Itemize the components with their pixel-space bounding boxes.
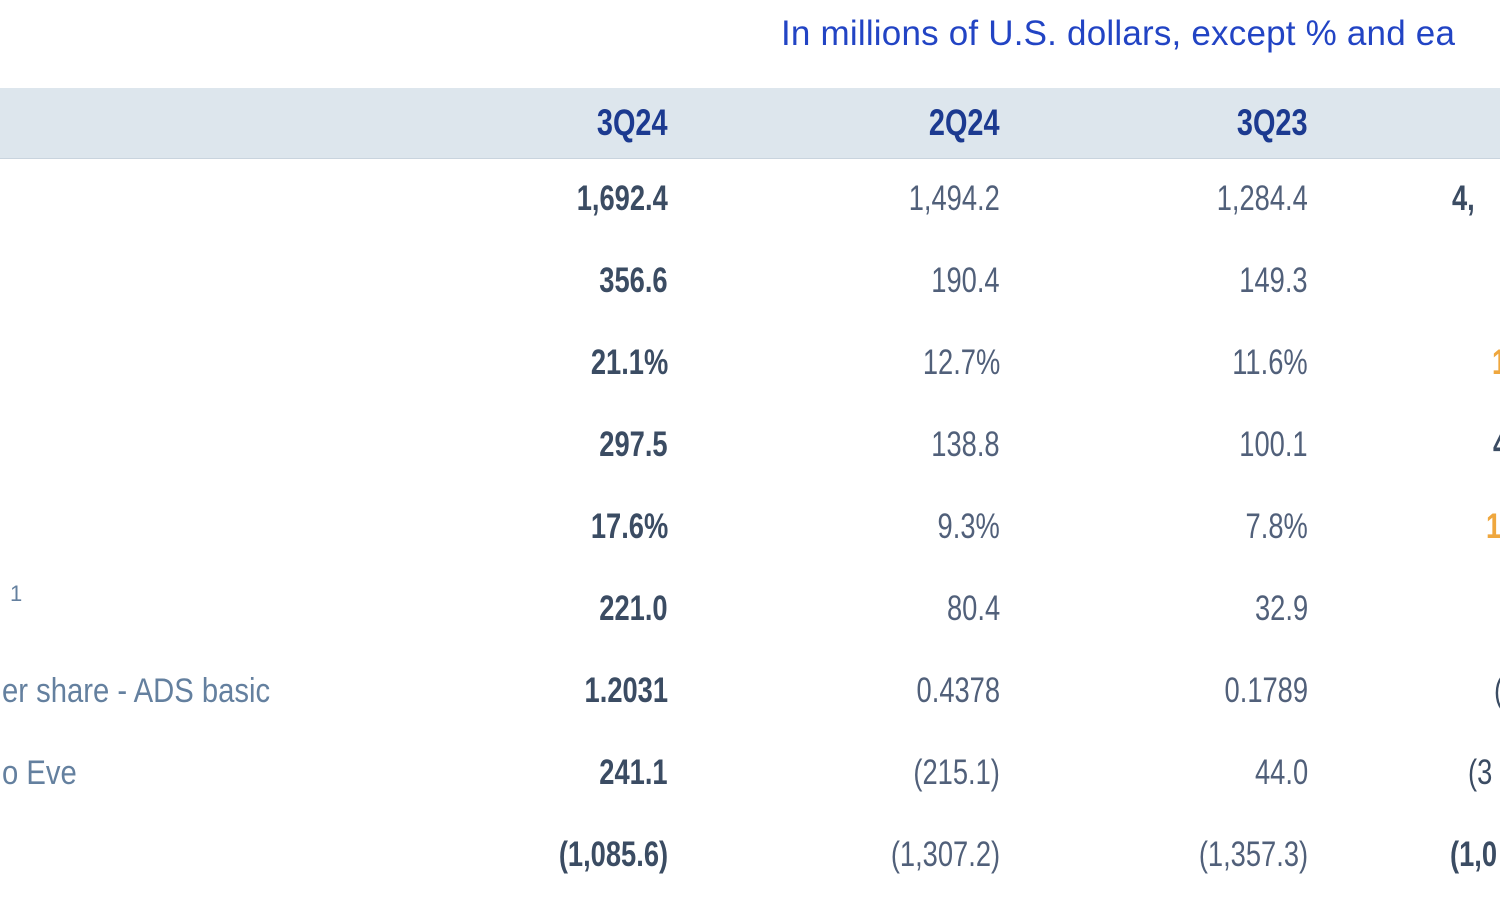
value-text: (1,357.3) [1198,835,1308,874]
value-text: 7.8% [1245,507,1308,546]
value-text: (1,085.6) [558,835,668,874]
value-text: 80.4 [946,589,1000,628]
clipped-fourth-column-value: 1 [1492,322,1500,404]
value-cell: 356.6 [328,240,668,322]
value-cell: 1,494.2 [660,158,1000,240]
clipped-fourth-column-value: 4, [1452,158,1481,240]
value-text: 1,284.4 [1216,179,1308,218]
value-text: 297.5 [599,425,668,464]
table-row: (1,085.6) (1,307.2) (1,357.3) (1,0 [0,814,1500,896]
value-cell: 12.7% [660,322,1000,404]
value-text: 12.7% [922,343,1000,382]
value-text: 11.6% [1232,343,1308,382]
footnote-superscript: 1 [10,581,23,606]
column-header-label: 3Q24 [597,102,668,143]
clipped-value-text: 4 [1493,404,1500,486]
value-text: 0.4378 [916,671,1000,710]
value-cell: (215.1) [660,732,1000,814]
value-cell: 1,284.4 [968,158,1308,240]
clipped-fourth-column-value: 1 [1486,486,1500,568]
clipped-fourth-column-value: 4 [1493,404,1500,486]
value-cell: 138.8 [660,404,1000,486]
table-row: er share - ADS basic 1.2031 0.4378 0.1789 ( [0,650,1500,732]
clipped-fourth-column-value: ( [1494,650,1500,732]
value-cell: 0.4378 [660,650,1000,732]
value-cell: 100.1 [968,404,1308,486]
table-row: 21.1% 12.7% 11.6% 1 [0,322,1500,404]
value-cell: 1.2031 [328,650,668,732]
value-text: 1,692.4 [576,179,668,218]
value-text: 190.4 [931,261,1000,300]
table-header-band [0,88,1500,159]
value-text: 149.3 [1239,261,1308,300]
value-cell: 1,692.4 [328,158,668,240]
value-cell: 221.0 [328,568,668,650]
row-label: er share - ADS basic [2,650,314,732]
value-cell: 11.6% [968,322,1308,404]
table-row: 356.6 190.4 149.3 [0,240,1500,322]
value-cell: 21.1% [328,322,668,404]
table-body: 1,692.4 1,494.2 1,284.4 4, 356.6 190.4 149.3 21… [0,158,1500,896]
table-row: 1 221.0 80.4 32.9 [0,568,1500,650]
value-text: 44.0 [1254,753,1308,792]
value-text: 32.9 [1254,589,1308,628]
value-text: 221.0 [599,589,668,628]
column-header-label: 3Q23 [1237,102,1308,143]
value-text: 356.6 [599,261,668,300]
value-text: 9.3% [937,507,1000,546]
value-cell: 44.0 [968,732,1308,814]
value-cell: 149.3 [968,240,1308,322]
value-cell: 7.8% [968,486,1308,568]
clipped-fourth-column-value: (3 [1468,732,1499,814]
units-note: In millions of U.S. dollars, except % an… [781,14,1456,53]
value-cell: 190.4 [660,240,1000,322]
table-row: 17.6% 9.3% 7.8% 1 [0,486,1500,568]
value-cell: (1,085.6) [328,814,668,896]
clipped-value-text: 1 [1486,507,1500,546]
table-row: o Eve 241.1 (215.1) 44.0 (3 [0,732,1500,814]
value-text: 241.1 [599,753,668,792]
value-text: 17.6% [590,507,668,546]
value-cell: 9.3% [660,486,1000,568]
value-text: (1,307.2) [890,835,1000,874]
value-text: 138.8 [931,425,1000,464]
column-header-2q24: 2Q24 [700,88,1000,158]
value-cell: (1,357.3) [968,814,1308,896]
value-cell: (1,307.2) [660,814,1000,896]
column-header-3q24: 3Q24 [368,88,668,158]
column-header-3q23: 3Q23 [1008,88,1308,158]
value-text: 0.1789 [1224,671,1308,710]
value-cell: 0.1789 [968,650,1308,732]
clipped-value-text: 1 [1492,322,1500,404]
table-row: 1,692.4 1,494.2 1,284.4 4, [0,158,1500,240]
clipped-value-text: ( [1494,650,1500,732]
value-text: 21.1% [590,343,668,382]
row-label-text: er share - ADS basic [2,672,271,710]
value-text: 1.2031 [584,671,668,710]
clipped-value-text: (3 [1468,753,1493,792]
column-header-label: 2Q24 [929,102,1000,143]
row-label-text: o Eve [2,754,77,792]
value-cell: 241.1 [328,732,668,814]
value-text: 100.1 [1239,425,1308,464]
value-cell: 32.9 [968,568,1308,650]
value-text: 1,494.2 [908,179,1000,218]
table-row: 297.5 138.8 100.1 4 [0,404,1500,486]
value-cell: 80.4 [660,568,1000,650]
value-cell: 17.6% [328,486,668,568]
clipped-fourth-column-value: (1,0 [1450,814,1500,896]
value-cell: 297.5 [328,404,668,486]
value-text: (215.1) [913,753,1000,792]
clipped-value-text: 4, [1452,179,1475,218]
clipped-value-text: (1,0 [1450,835,1498,874]
row-label: o Eve [2,732,89,814]
